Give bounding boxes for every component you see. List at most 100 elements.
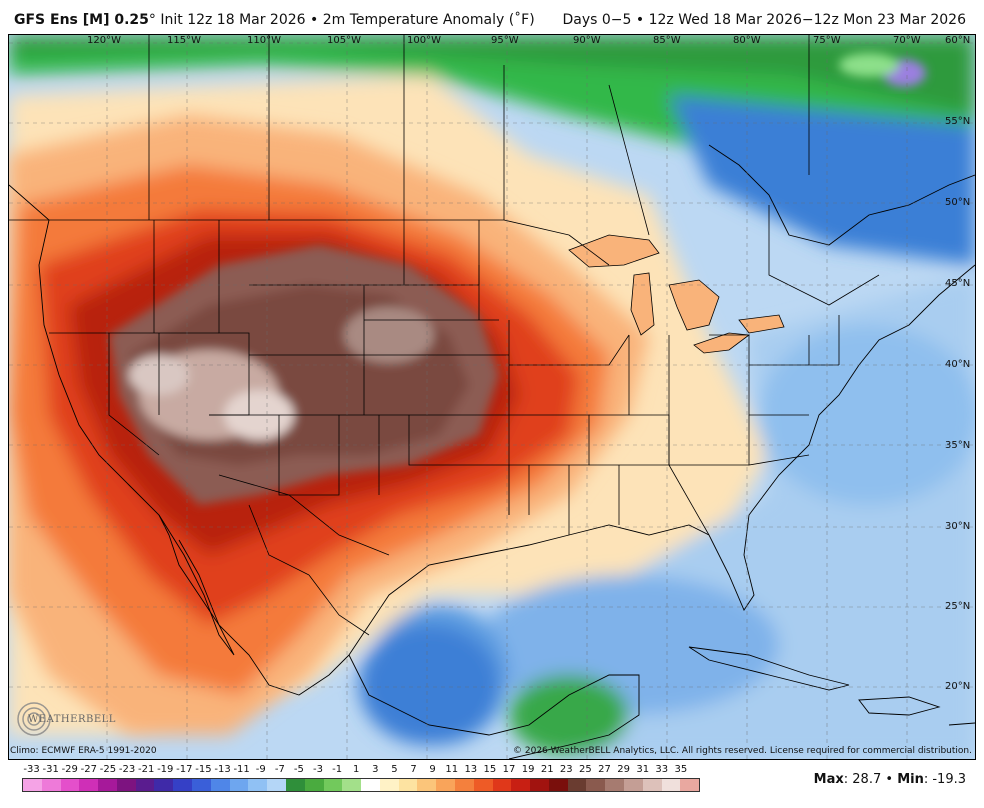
climatology-note: Climo: ECMWF ERA-5 1991-2020 bbox=[10, 746, 157, 756]
latitude-label: 50°N bbox=[945, 197, 971, 208]
colorbar-tick-label: -25 bbox=[99, 764, 117, 775]
colorbar-swatch bbox=[342, 779, 362, 791]
colorbar-tick-label: -7 bbox=[274, 764, 285, 775]
colorbar-tick-label: -1 bbox=[332, 764, 343, 775]
colorbar-tick-label: -3 bbox=[313, 764, 324, 775]
colorbar-swatch bbox=[548, 779, 568, 791]
colorbar-tick-label: 15 bbox=[483, 764, 497, 775]
colorbar-swatch bbox=[586, 779, 606, 791]
anomaly-field bbox=[9, 35, 975, 759]
longitude-label: 120°W bbox=[87, 35, 121, 46]
colorbar-swatch bbox=[642, 779, 662, 791]
colorbar-tick-label: 21 bbox=[540, 764, 554, 775]
colorbar-swatch bbox=[473, 779, 493, 791]
colorbar-tick-label: 9 bbox=[429, 764, 436, 775]
longitude-label: 95°W bbox=[491, 35, 519, 46]
colorbar-swatch bbox=[624, 779, 643, 791]
colorbar-swatch bbox=[60, 779, 80, 791]
colorbar-tick-label: 33 bbox=[655, 764, 669, 775]
degree-symbol: ° bbox=[148, 12, 156, 28]
logo-text: WEATHERBELL bbox=[28, 714, 116, 725]
colorbar-swatch bbox=[116, 779, 136, 791]
colorbar-labels: -33 -31 -29 -27 -25 -23 -21 -19 -17 -15 -13 -11 -9 -7… bbox=[16, 764, 706, 778]
colorbar-swatch bbox=[605, 779, 624, 791]
colorbar-swatch bbox=[323, 779, 343, 791]
colorbar-swatch bbox=[229, 779, 249, 791]
colorbar-swatch bbox=[23, 779, 42, 791]
longitude-label: 85°W bbox=[653, 35, 681, 46]
model-title: GFS Ens [M] 0.25° Init 12z 18 Mar 2026 •… bbox=[14, 12, 535, 28]
colorbar-tick-label: 25 bbox=[579, 764, 592, 775]
colorbar-tick-label: -23 bbox=[118, 764, 136, 775]
latitude-label: 20°N bbox=[945, 681, 971, 692]
colorbar-swatch bbox=[680, 779, 700, 791]
colorbar-swatch bbox=[361, 779, 380, 791]
model-name: GFS Ens [M] 0.25 bbox=[14, 12, 149, 28]
colorbar-tick-label: 7 bbox=[410, 764, 417, 775]
colorbar-swatch bbox=[567, 779, 587, 791]
colorbar-swatch bbox=[267, 779, 286, 791]
latitude-label: 45°N bbox=[945, 278, 971, 289]
longitude-label: 90°W bbox=[573, 35, 601, 46]
colorbar-swatch bbox=[417, 779, 437, 791]
colorbar-swatch bbox=[192, 779, 211, 791]
max-value: 28.7 bbox=[852, 772, 882, 787]
colorbar-tick-label: 29 bbox=[617, 764, 630, 775]
colorbar-tick-label: -17 bbox=[176, 764, 193, 775]
colorbar-swatch bbox=[304, 779, 324, 791]
max-label: Max bbox=[813, 772, 844, 787]
colorbar-tick-label: 31 bbox=[636, 764, 650, 775]
colorbar-tick-label: -33 bbox=[23, 764, 40, 775]
colorbar-swatch bbox=[41, 779, 61, 791]
colorbar-tick-label: 3 bbox=[372, 764, 379, 775]
colorbar-tick-label: -11 bbox=[233, 764, 250, 775]
colorbar-swatch bbox=[285, 779, 305, 791]
temperature-anomaly-map: 120°W 115°W 110°W 105°W 100°W 95°W 90°W … bbox=[8, 34, 976, 760]
latitude-label: 55°N bbox=[945, 116, 971, 127]
colorbar-tick-label: 19 bbox=[521, 764, 535, 775]
colorbar-tick-label: -13 bbox=[214, 764, 231, 775]
colorbar-swatch bbox=[248, 779, 268, 791]
longitude-label: 110°W bbox=[247, 35, 281, 46]
latitude-label: 60°N bbox=[945, 35, 971, 46]
colorbar-tick-label: 27 bbox=[598, 764, 611, 775]
colorbar-tick-label: 1 bbox=[353, 764, 360, 775]
colorbar-swatch bbox=[530, 779, 549, 791]
colorbar-swatch bbox=[454, 779, 474, 791]
colorbar-swatch bbox=[511, 779, 531, 791]
colorbar-swatch bbox=[98, 779, 117, 791]
min-label: Min bbox=[897, 772, 924, 787]
colorbar-tick-label: 11 bbox=[445, 764, 459, 775]
colorbar-tick-label: 17 bbox=[502, 764, 516, 775]
colorbar-tick-label: 5 bbox=[391, 764, 398, 775]
longitude-label: 100°W bbox=[407, 35, 441, 46]
copyright-note: © 2026 WeatherBELL Analytics, LLC. All r… bbox=[513, 746, 972, 756]
weatherbell-logo bbox=[17, 702, 51, 736]
map-header: GFS Ens [M] 0.25° Init 12z 18 Mar 2026 •… bbox=[0, 0, 984, 34]
colorbar-swatch bbox=[661, 779, 681, 791]
colorbar-tick-label: -21 bbox=[137, 764, 155, 775]
colorbar-swatch bbox=[210, 779, 230, 791]
longitude-label: 105°W bbox=[327, 35, 361, 46]
colorbar-tick-label: -27 bbox=[80, 764, 98, 775]
colorbar-swatch bbox=[398, 779, 418, 791]
colorbar-tick-label: 35 bbox=[674, 764, 688, 775]
colorbar-tick-label: -5 bbox=[293, 764, 304, 775]
colorbar-tick-label: -29 bbox=[61, 764, 78, 775]
latitude-label: 30°N bbox=[945, 521, 971, 532]
colorbar-swatch bbox=[379, 779, 399, 791]
latitude-label: 25°N bbox=[945, 601, 971, 612]
colorbar-swatch bbox=[492, 779, 512, 791]
min-value: -19.3 bbox=[932, 772, 966, 787]
init-text: Init 12z 18 Mar 2026 • 2m Temperature An… bbox=[160, 12, 535, 28]
colorbar-swatch bbox=[154, 779, 174, 791]
colorbar-tick-label: 23 bbox=[559, 764, 573, 775]
longitude-label: 115°W bbox=[167, 35, 201, 46]
longitude-label: 75°W bbox=[813, 35, 841, 46]
colorbar-tick-label: 13 bbox=[464, 764, 478, 775]
stats-separator: • bbox=[885, 772, 894, 787]
colorbar-tick-label: -19 bbox=[157, 764, 174, 775]
latitude-label: 35°N bbox=[945, 440, 971, 451]
longitude-label: 70°W bbox=[893, 35, 921, 46]
colorbar-swatch bbox=[436, 779, 455, 791]
